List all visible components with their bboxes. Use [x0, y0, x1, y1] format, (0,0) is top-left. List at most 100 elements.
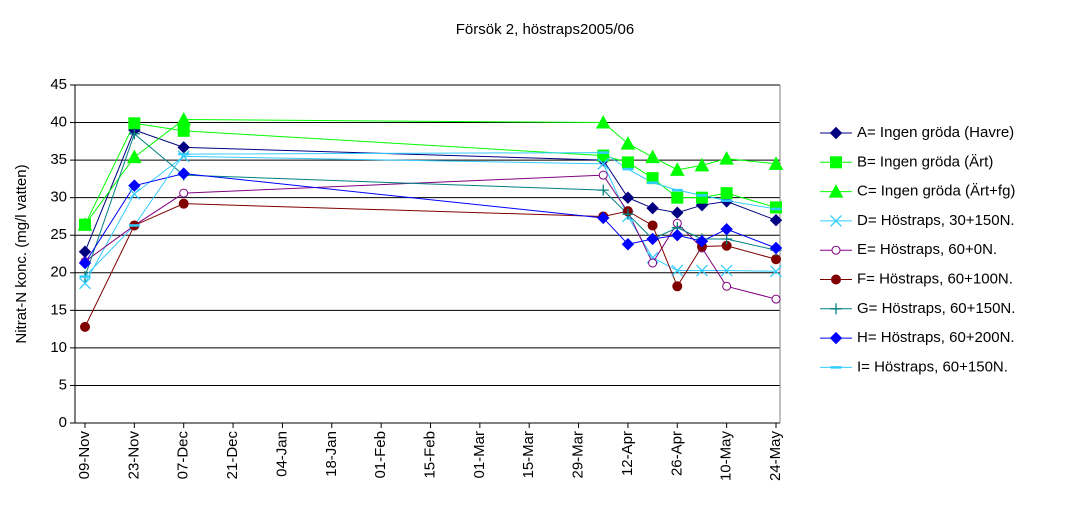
y-tick-label: 45	[50, 76, 67, 93]
marker	[770, 201, 782, 214]
marker	[621, 238, 635, 251]
marker	[768, 156, 784, 170]
x-tick-label: 26-Apr	[668, 431, 685, 476]
y-tick-label: 35	[50, 151, 67, 168]
marker	[769, 241, 783, 255]
legend-label: B= Ingen gröda (Ärt)	[857, 153, 993, 170]
marker	[770, 265, 782, 278]
x-tick-label: 10-May	[718, 431, 735, 482]
marker	[829, 331, 843, 345]
marker	[720, 223, 733, 236]
legend-label: C= Ingen gröda (Ärt+fg)	[857, 183, 1015, 200]
series-line	[84, 203, 777, 328]
marker	[696, 264, 708, 277]
marker	[127, 149, 142, 164]
marker	[671, 206, 684, 219]
marker	[128, 117, 141, 130]
legend-label: G= Höstraps, 60+150N.	[857, 300, 1015, 317]
y-axis-title: Nitrat-N konc. (mg/l vatten)	[13, 164, 30, 343]
y-tick-label: 5	[59, 376, 67, 393]
y-tick-label: 20	[50, 264, 67, 281]
marker	[621, 191, 635, 204]
x-tick-label: 04-Jan	[273, 431, 290, 477]
marker	[80, 321, 90, 332]
x-tick-label: 07-Dec	[175, 431, 192, 480]
marker	[830, 156, 842, 169]
x-tick-label: 29-Mar	[570, 431, 587, 479]
x-tick-label: 23-Nov	[125, 431, 142, 480]
marker	[648, 258, 658, 268]
legend-item: E= Höstraps, 60+0N.	[820, 241, 997, 258]
marker	[597, 157, 610, 170]
marker	[722, 281, 732, 291]
legend-label: F= Höstraps, 60+100N.	[857, 270, 1013, 287]
marker	[829, 126, 843, 140]
x-tick-label: 12-Apr	[619, 431, 636, 476]
marker	[830, 214, 842, 227]
marker	[646, 232, 659, 246]
marker	[830, 303, 842, 315]
x-tick-label: 01-Mar	[471, 431, 488, 479]
marker	[671, 229, 684, 242]
marker	[771, 294, 781, 304]
marker	[671, 191, 684, 204]
y-tick-label: 10	[50, 339, 67, 356]
y-tick-label: 30	[50, 189, 67, 206]
marker	[646, 201, 659, 215]
marker	[671, 264, 684, 277]
marker	[695, 235, 709, 248]
marker	[177, 150, 190, 163]
legend-label: E= Höstraps, 60+0N.	[857, 241, 997, 258]
legend-item: A= Ingen gröda (Havre)	[820, 124, 1014, 141]
legend-label: I= Höstraps, 60+150N.	[857, 358, 1008, 375]
x-tick-label: 01-Feb	[372, 431, 389, 479]
legend-item: F= Höstraps, 60+100N.	[820, 270, 1013, 287]
plot-area	[75, 85, 780, 423]
marker	[620, 136, 636, 150]
marker	[621, 156, 634, 169]
marker	[720, 187, 733, 200]
marker	[178, 198, 189, 209]
marker	[598, 170, 608, 180]
marker	[177, 124, 190, 137]
legend-item: D= Höstraps, 30+150N.	[820, 212, 1015, 229]
marker	[597, 184, 609, 196]
y-tick-label: 15	[50, 301, 67, 318]
chart-title: Försök 2, höstraps2005/06	[456, 21, 634, 38]
marker	[128, 179, 141, 192]
x-tick-label: 24-May	[767, 431, 784, 482]
marker	[177, 167, 190, 180]
marker	[78, 256, 92, 270]
legend-item: B= Ingen gröda (Ärt)	[820, 153, 993, 170]
x-tick-label: 15-Mar	[520, 431, 537, 479]
marker	[719, 151, 734, 165]
marker	[831, 245, 841, 255]
marker	[597, 149, 610, 162]
marker	[595, 115, 611, 129]
marker	[622, 208, 634, 220]
y-tick-label: 40	[50, 114, 67, 131]
x-tick-label: 18-Jan	[323, 431, 340, 477]
marker	[645, 149, 660, 164]
legend-label: A= Ingen gröda (Havre)	[857, 124, 1014, 141]
marker	[179, 188, 189, 198]
legend-item: G= Höstraps, 60+150N.	[820, 300, 1015, 317]
marker	[597, 211, 610, 225]
marker	[831, 274, 841, 285]
series-line	[84, 152, 777, 277]
marker	[720, 264, 733, 277]
marker	[176, 112, 192, 126]
marker	[695, 191, 708, 204]
legend-label: D= Höstraps, 30+150N.	[857, 212, 1015, 229]
x-tick-label: 21-Dec	[224, 431, 241, 480]
x-tick-label: 15-Feb	[421, 431, 438, 479]
marker	[828, 184, 844, 198]
marker	[771, 254, 781, 265]
marker	[694, 157, 710, 172]
series-line	[84, 132, 777, 277]
series-line	[84, 122, 777, 225]
marker	[669, 162, 685, 176]
marker	[177, 141, 190, 154]
series-line	[84, 119, 777, 226]
marker	[79, 277, 91, 290]
